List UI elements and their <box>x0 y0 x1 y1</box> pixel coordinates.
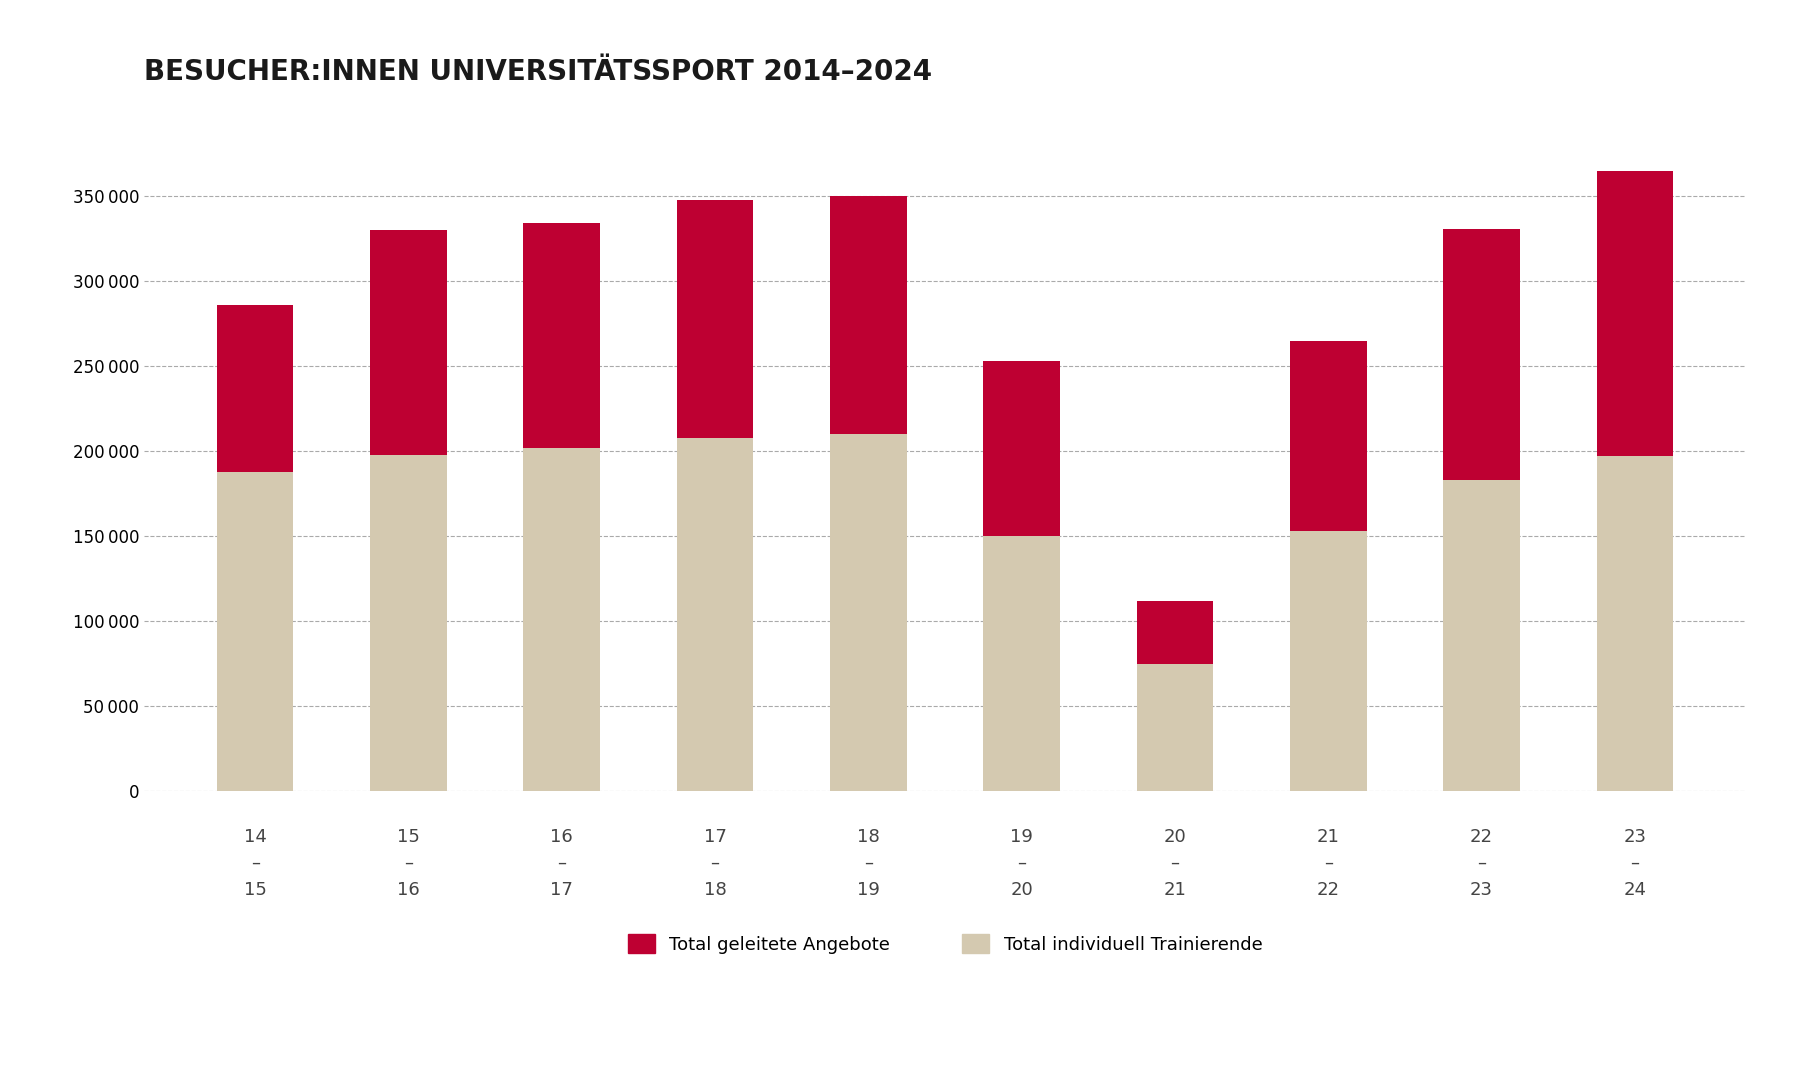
Text: 21: 21 <box>1163 881 1186 899</box>
Text: –: – <box>711 854 720 872</box>
Text: 21: 21 <box>1318 827 1339 846</box>
Text: 16: 16 <box>398 881 419 899</box>
Bar <box>1291 341 1366 531</box>
Bar <box>677 437 754 791</box>
Text: –: – <box>250 854 259 872</box>
Bar <box>1444 480 1519 791</box>
Bar <box>1136 601 1213 664</box>
Text: 24: 24 <box>1624 881 1647 899</box>
Text: BESUCHER:INNEN UNIVERSITÄTSSPORT 2014–2024: BESUCHER:INNEN UNIVERSITÄTSSPORT 2014–20… <box>144 58 932 86</box>
Text: –: – <box>1170 854 1179 872</box>
Text: 23: 23 <box>1471 881 1492 899</box>
Text: 18: 18 <box>857 827 880 846</box>
Text: –: – <box>1631 854 1640 872</box>
Text: 14: 14 <box>243 827 266 846</box>
Bar <box>524 223 599 448</box>
Bar <box>216 305 293 471</box>
Text: 22: 22 <box>1471 827 1492 846</box>
Text: 15: 15 <box>398 827 419 846</box>
Legend: Total geleitete Angebote, Total individuell Trainierende: Total geleitete Angebote, Total individu… <box>621 927 1269 961</box>
Text: 15: 15 <box>243 881 266 899</box>
Text: 20: 20 <box>1010 881 1033 899</box>
Text: 16: 16 <box>551 827 572 846</box>
Text: 19: 19 <box>857 881 880 899</box>
Bar <box>983 537 1060 791</box>
Bar <box>1136 664 1213 791</box>
Bar <box>1597 456 1674 791</box>
Bar <box>830 197 907 434</box>
Bar <box>524 448 599 791</box>
Text: 23: 23 <box>1624 827 1647 846</box>
Text: –: – <box>1017 854 1026 872</box>
Text: –: – <box>864 854 873 872</box>
Bar <box>983 361 1060 537</box>
Text: 18: 18 <box>704 881 727 899</box>
Text: 17: 17 <box>704 827 727 846</box>
Text: 22: 22 <box>1318 881 1339 899</box>
Bar <box>830 434 907 791</box>
Bar <box>216 471 293 791</box>
Bar <box>371 230 446 454</box>
Bar <box>1291 531 1366 791</box>
Text: –: – <box>1478 854 1487 872</box>
Text: –: – <box>403 854 412 872</box>
Text: 20: 20 <box>1163 827 1186 846</box>
Text: 17: 17 <box>551 881 572 899</box>
Bar <box>1444 229 1519 480</box>
Text: –: – <box>558 854 567 872</box>
Bar <box>1597 171 1674 456</box>
Text: 19: 19 <box>1010 827 1033 846</box>
Bar <box>371 454 446 791</box>
Text: –: – <box>1323 854 1332 872</box>
Bar <box>677 200 754 437</box>
